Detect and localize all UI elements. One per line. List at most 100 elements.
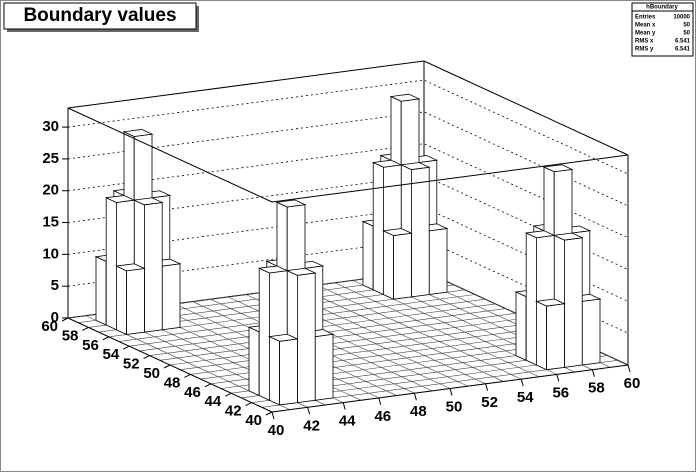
- title-box: [3, 2, 197, 30]
- bar-face: [285, 267, 317, 276]
- bar-face: [546, 303, 565, 371]
- bar-face: [132, 197, 164, 206]
- x-tick-label: 50: [446, 398, 463, 415]
- x-tick-label: 52: [481, 394, 498, 411]
- y-tick-mark: [82, 326, 89, 331]
- bar-face: [393, 232, 412, 300]
- floor-grid: [159, 313, 516, 361]
- y-tick-mark: [61, 317, 69, 322]
- y-tick-mark: [122, 345, 130, 350]
- bar-face: [248, 326, 260, 397]
- bar-face: [381, 228, 413, 236]
- bar-face: [382, 230, 395, 300]
- bar-face: [275, 199, 307, 208]
- x-tick-label: 44: [339, 413, 356, 430]
- y-tick-label: 46: [184, 384, 201, 401]
- x-tick-mark: [520, 378, 524, 387]
- stats-value: 10000: [673, 15, 690, 21]
- y-tick-label: 54: [103, 346, 120, 363]
- x-tick-mark: [342, 402, 346, 410]
- bar-face: [524, 230, 556, 239]
- y-tick-label: 60: [41, 318, 58, 335]
- stats-label: Mean x: [635, 23, 656, 29]
- stats-value: 6.541: [675, 47, 691, 53]
- y-tick-label: 58: [62, 327, 79, 344]
- stats-label: Entries: [635, 15, 656, 21]
- x-tick-label: 46: [374, 408, 391, 425]
- bar-face: [564, 237, 583, 368]
- stats-value: 50: [683, 23, 690, 29]
- x-tick-mark: [378, 397, 382, 406]
- bar: [381, 228, 413, 300]
- bar-face: [371, 159, 403, 168]
- y-tick-label: 44: [205, 393, 222, 410]
- z-tick-label: 20: [42, 182, 59, 199]
- bar: [534, 298, 566, 371]
- y-tick-label: 52: [123, 356, 140, 373]
- bar-face: [258, 267, 270, 401]
- bar-face: [534, 298, 566, 307]
- bar-face: [552, 232, 584, 241]
- bar-face: [267, 333, 299, 342]
- floor-grid: [180, 322, 537, 370]
- x-tick-label: 40: [268, 422, 285, 439]
- y-tick-mark: [265, 411, 273, 416]
- x-tick-label: 56: [552, 384, 569, 401]
- y-tick-label: 50: [143, 365, 160, 382]
- bar: [114, 263, 146, 336]
- x-tick-label: 58: [588, 380, 605, 397]
- bar-face: [581, 298, 601, 366]
- bar-face: [410, 166, 430, 298]
- bar-face: [257, 265, 289, 274]
- z-tick-label: 25: [42, 150, 59, 167]
- x-tick-label: 42: [303, 417, 320, 434]
- bar-face: [399, 162, 431, 170]
- bar-face: [389, 93, 421, 102]
- bar-face: [143, 202, 163, 333]
- z-tick-label: 15: [42, 214, 59, 231]
- y-tick-label: 40: [245, 412, 262, 429]
- x-tick-label: 48: [410, 403, 427, 420]
- y-tick-label: 42: [225, 403, 242, 420]
- bar-face: [161, 263, 181, 331]
- bar-face: [105, 197, 117, 331]
- bar-face: [122, 129, 154, 137]
- x-tick-mark: [307, 407, 311, 415]
- y-tick-label: 48: [164, 374, 181, 391]
- bar-face: [296, 272, 316, 404]
- bar: [267, 333, 299, 406]
- bar-face: [428, 228, 448, 295]
- front-edge: [271, 154, 629, 203]
- x-tick-mark: [627, 364, 631, 373]
- bar-face: [515, 291, 527, 361]
- bar-face: [95, 256, 107, 326]
- stats-title: hBoundary: [646, 5, 678, 11]
- x-tick-mark: [485, 383, 489, 391]
- y-tick-mark: [224, 392, 232, 397]
- x-tick-mark: [556, 374, 560, 382]
- z-tick-label: 0: [51, 309, 59, 326]
- y-tick-mark: [245, 402, 252, 407]
- y-tick-label: 56: [82, 337, 99, 354]
- x-tick-mark: [449, 388, 453, 396]
- stats-rows: Entries 10000 Mean x 50 Mean y 50 RMS x 6.541 RM…: [635, 15, 691, 53]
- y-tick-mark: [143, 355, 150, 360]
- bar-face: [126, 268, 145, 335]
- bar-face: [536, 300, 547, 371]
- z-tick-label: 10: [42, 245, 59, 262]
- front-edge: [423, 60, 629, 156]
- bar-face: [314, 333, 334, 401]
- x-tick-mark: [413, 393, 417, 401]
- stats-box: [631, 2, 694, 57]
- front-edge: [67, 60, 425, 109]
- front-edge: [67, 107, 273, 203]
- floor-grid: [169, 317, 527, 366]
- x-tick-label: 54: [517, 389, 534, 406]
- bar-face: [542, 164, 574, 173]
- stats-label: RMS x: [635, 39, 654, 45]
- y-tick-mark: [163, 364, 171, 369]
- stats-value: 6.541: [675, 39, 691, 45]
- chart-title: Boundary values: [23, 5, 176, 26]
